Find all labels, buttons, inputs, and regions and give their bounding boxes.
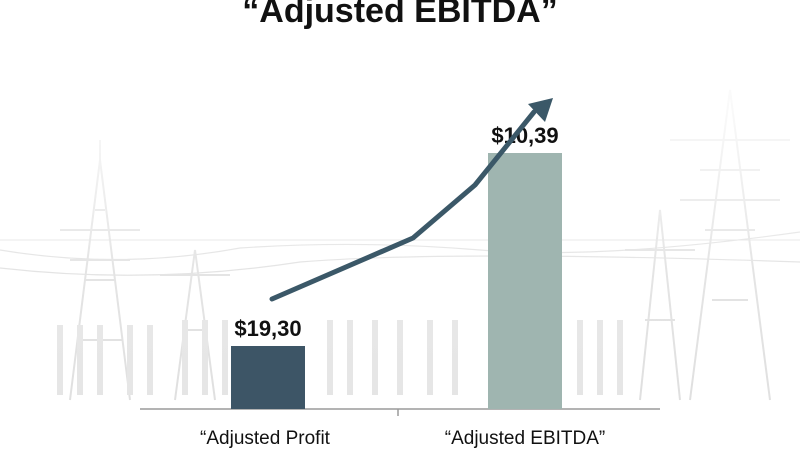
chart-title: “Adjusted EBITDA” xyxy=(242,0,557,30)
value-label-adjusted-profit: $19,30 xyxy=(234,316,301,341)
category-label-adjusted-ebitda: “Adjusted EBITDA” xyxy=(445,428,606,449)
category-label-adjusted-profit: “Adjusted Profit xyxy=(200,428,331,449)
value-label-adjusted-ebitda: $10,39 xyxy=(491,123,558,148)
trend-arrow-line xyxy=(269,109,537,302)
bar-adjusted-profit xyxy=(231,346,305,409)
trend-arrow-head-icon xyxy=(528,98,553,122)
bar-adjusted-ebitda xyxy=(488,153,562,409)
